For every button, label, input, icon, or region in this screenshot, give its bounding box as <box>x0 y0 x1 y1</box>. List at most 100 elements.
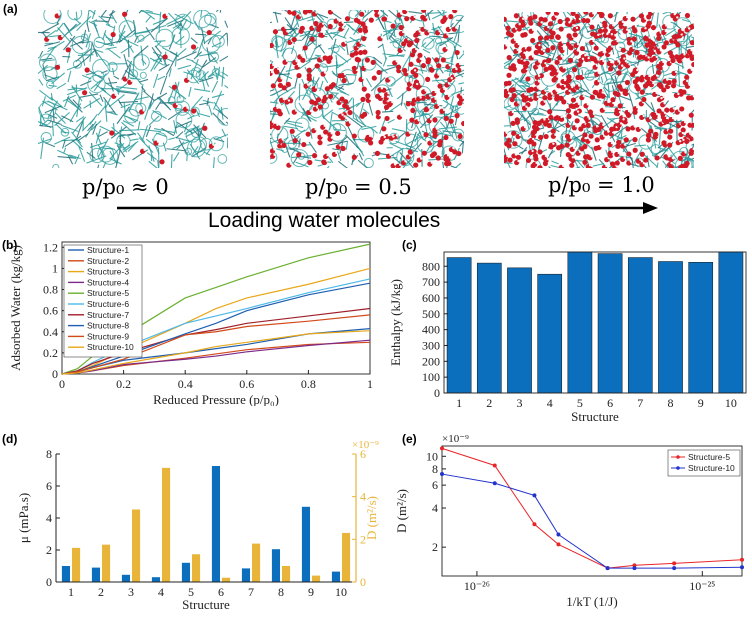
framework-bond <box>115 86 138 90</box>
water-oxygen <box>582 159 588 165</box>
water-hydrogen <box>606 32 609 36</box>
framework-bond <box>87 123 94 132</box>
water-oxygen <box>277 82 283 89</box>
framework-bond <box>104 100 108 122</box>
framework-bond <box>179 11 192 25</box>
water-oxygen <box>609 161 616 167</box>
water-oxygen <box>551 77 557 83</box>
framework-bond <box>566 12 572 17</box>
water-hydrogen <box>688 83 691 86</box>
x-axis-label: 1/kT (1/J) <box>566 594 617 609</box>
framework-bond <box>54 112 66 124</box>
framework-bond <box>576 159 585 168</box>
x-tick-label: 10 <box>335 585 347 599</box>
framework-bond <box>337 85 344 92</box>
water-oxygen <box>574 118 580 124</box>
water-oxygen <box>509 96 515 103</box>
framework-bond <box>458 82 464 85</box>
framework-bond <box>153 57 163 70</box>
water-oxygen <box>511 93 517 99</box>
water-hydrogen <box>395 134 399 137</box>
water-hydrogen <box>547 25 550 29</box>
viscosity-diffusion-chart: (d) 1 2 3 4 5 6 7 8 9 10024680246×10⁻⁹Structureμ … <box>2 432 379 612</box>
water-hydrogen <box>690 48 693 52</box>
water-oxygen <box>531 141 537 147</box>
water-hydrogen <box>443 87 446 91</box>
framework-bond <box>337 160 348 168</box>
water-hydrogen <box>623 143 627 146</box>
framework-ring <box>645 64 665 84</box>
framework-bond <box>86 10 90 25</box>
water-hydrogen <box>538 60 541 63</box>
framework-bond <box>112 123 116 137</box>
framework-bond <box>559 62 572 66</box>
water-hydrogen <box>576 49 579 52</box>
framework-bond <box>66 99 81 111</box>
framework-bond <box>50 93 53 100</box>
framework-bond <box>529 63 533 71</box>
framework-bond <box>277 71 293 80</box>
water-oxygen <box>590 31 596 37</box>
water-oxygen <box>661 140 667 146</box>
framework-bond <box>414 131 421 143</box>
water-hydrogen <box>563 84 567 88</box>
water-oxygen <box>307 10 313 14</box>
framework-bond <box>314 54 322 57</box>
water-oxygen <box>65 47 71 53</box>
framework-bond <box>359 65 364 87</box>
framework-bond <box>547 122 567 134</box>
water-oxygen <box>425 76 431 82</box>
x-tick-label: 4 <box>158 585 164 599</box>
water-hydrogen <box>388 77 391 80</box>
water-hydrogen <box>659 49 663 52</box>
water-hydrogen <box>335 151 338 155</box>
water-hydrogen <box>692 52 694 55</box>
water-oxygen <box>514 117 520 123</box>
framework-bond <box>308 141 317 153</box>
framework-bond <box>62 94 76 102</box>
water-hydrogen <box>667 155 671 158</box>
framework-bond <box>285 120 302 125</box>
water-hydrogen <box>320 134 324 137</box>
framework-bond <box>270 132 272 136</box>
framework-bond <box>74 154 80 165</box>
snapshot-2-label: p/p₀ = 0.5 <box>305 175 412 199</box>
framework-bond <box>38 138 53 145</box>
framework-bond <box>602 97 606 105</box>
x-axis-label: Structure <box>182 597 230 612</box>
water-hydrogen <box>584 136 587 140</box>
framework-bond <box>612 12 619 18</box>
water-hydrogen <box>273 148 276 151</box>
water-hydrogen <box>395 60 398 63</box>
water-hydrogen <box>323 124 326 127</box>
framework-ring <box>520 94 538 112</box>
bar-viscosity <box>301 506 310 582</box>
framework-ring <box>330 44 340 54</box>
framework-bond <box>383 28 399 33</box>
framework-bond <box>148 145 155 162</box>
water-hydrogen <box>418 30 421 33</box>
water-hydrogen <box>531 149 534 153</box>
framework-bond <box>408 11 423 14</box>
water-oxygen <box>564 142 570 148</box>
water-hydrogen <box>610 32 614 36</box>
water-hydrogen <box>114 93 117 96</box>
water-hydrogen <box>689 132 692 135</box>
water-hydrogen <box>289 162 293 165</box>
framework-bond <box>407 75 417 80</box>
water-oxygen <box>593 45 599 51</box>
water-oxygen <box>510 87 516 93</box>
framework-bond <box>166 148 187 152</box>
water-oxygen <box>656 108 662 114</box>
framework-bond <box>75 138 83 148</box>
framework-bond <box>402 154 415 168</box>
framework-bond <box>332 148 341 151</box>
y-tick-label: 100 <box>422 370 440 384</box>
framework-bond <box>137 121 141 131</box>
water-hydrogen <box>555 89 558 92</box>
framework-bond <box>173 81 180 100</box>
water-oxygen <box>566 78 572 84</box>
water-oxygen <box>446 160 452 167</box>
y-tick-label: 0 <box>46 575 52 589</box>
framework-ring <box>212 34 225 48</box>
